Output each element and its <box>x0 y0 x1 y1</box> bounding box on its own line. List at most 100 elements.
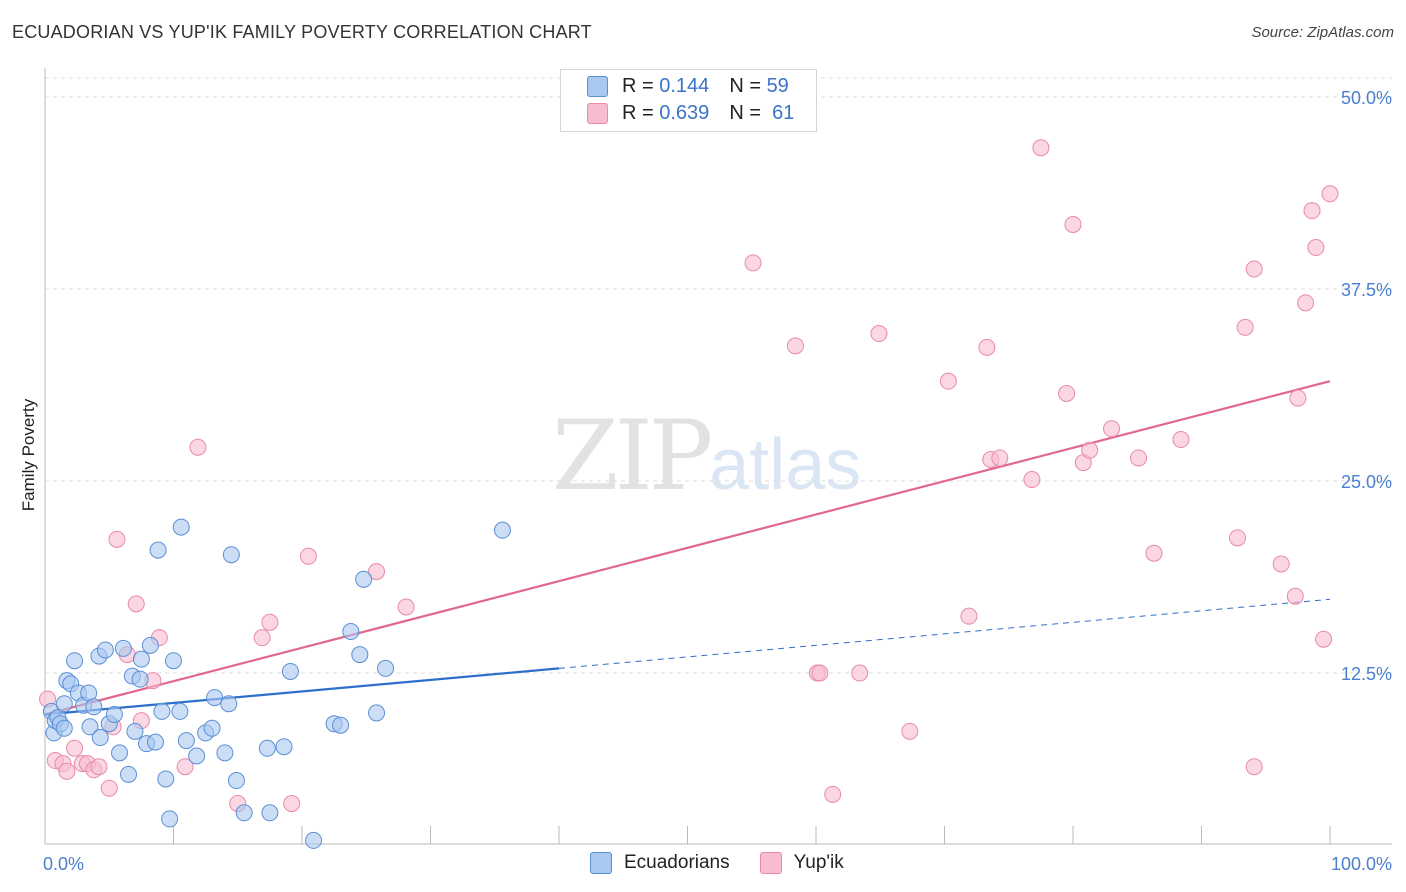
point-yupik <box>176 758 194 776</box>
y-tick-label: 12.5% <box>1341 664 1392 684</box>
point-ecuadorian <box>203 719 221 737</box>
legend-row-ecuadorians: R = 0.144 N = 59 <box>587 75 789 97</box>
point-yupik <box>1130 449 1148 467</box>
point-ecuadorian <box>55 695 73 713</box>
legend-swatch-ecuadorians <box>587 75 608 97</box>
tick-labels: 12.5% 25.0% 37.5% 50.0% 0.0% 100.0% <box>43 88 1392 874</box>
point-ecuadorian <box>368 704 386 722</box>
point-yupik <box>253 629 271 647</box>
point-yupik <box>1058 384 1076 402</box>
point-yupik <box>901 722 919 740</box>
point-yupik <box>786 337 804 355</box>
point-ecuadorian <box>177 732 195 750</box>
point-yupik <box>991 449 1009 467</box>
point-ecuadorian <box>261 804 279 822</box>
legend-r-label: R = <box>622 101 654 124</box>
point-ecuadorian <box>147 733 165 751</box>
point-yupik <box>1023 470 1041 488</box>
point-yupik <box>1245 260 1263 278</box>
x-tick-label: 100.0% <box>1331 854 1392 874</box>
point-ecuadorian <box>206 689 224 707</box>
point-yupik <box>1236 318 1254 336</box>
point-ecuadorian <box>141 636 159 654</box>
legend-r-value: 0.639 <box>659 101 710 124</box>
point-yupik <box>58 762 76 780</box>
point-yupik <box>1245 758 1263 776</box>
data-points <box>39 139 1339 849</box>
legend-swatch-ecuadorians <box>590 852 612 874</box>
legend-r-label: R = <box>622 74 654 97</box>
point-ecuadorian <box>216 744 234 762</box>
point-yupik <box>66 739 84 757</box>
watermark: ZIPatlas <box>552 400 861 512</box>
point-yupik <box>1272 555 1290 573</box>
point-ecuadorian <box>149 541 167 559</box>
point-yupik <box>851 664 869 682</box>
trend-lines <box>44 380 1331 716</box>
chart-title: ECUADORIAN VS YUP'IK FAMILY POVERTY CORR… <box>12 22 592 42</box>
point-ecuadorian <box>165 652 182 670</box>
legend-label-ecuadorians: Ecuadorians <box>624 852 730 873</box>
point-yupik <box>283 795 301 813</box>
point-ecuadorian <box>91 729 109 747</box>
point-yupik <box>1303 202 1321 220</box>
trend-line-ecuadorians-extension <box>558 598 1331 669</box>
point-yupik <box>1289 389 1307 407</box>
legend-item-yupik: Yup'ik <box>759 852 844 874</box>
point-yupik <box>108 530 126 548</box>
point-yupik <box>1172 431 1190 449</box>
point-ecuadorian <box>111 744 129 762</box>
point-yupik <box>261 613 279 631</box>
point-ecuadorian <box>81 718 99 736</box>
point-ecuadorian <box>171 702 189 720</box>
point-ecuadorian <box>220 695 238 713</box>
point-ecuadorian <box>227 772 245 790</box>
legend-n-label: N = <box>729 74 761 97</box>
point-yupik <box>127 595 145 613</box>
point-ecuadorian <box>222 546 240 564</box>
point-ecuadorian <box>493 521 511 539</box>
trend-line-yupik <box>44 380 1331 716</box>
watermark-zip: ZIP <box>552 400 713 512</box>
legend-label-yupik: Yup'ik <box>793 852 844 873</box>
point-yupik <box>811 664 829 682</box>
point-ecuadorian <box>105 705 123 723</box>
point-yupik <box>1145 544 1163 562</box>
point-yupik <box>1103 420 1121 438</box>
legend-n-label: N = <box>729 101 761 124</box>
legend-n-value: 59 <box>766 74 789 97</box>
legend-swatch-yupik <box>587 102 608 124</box>
point-ecuadorian <box>188 747 206 765</box>
legend-n-value: 61 <box>772 101 795 124</box>
point-ecuadorian <box>131 670 149 688</box>
point-yupik <box>824 785 842 803</box>
point-ecuadorian <box>114 639 132 657</box>
point-ecuadorian <box>305 831 323 849</box>
point-yupik <box>189 438 207 456</box>
y-axis-label: Family Poverty <box>19 398 38 511</box>
point-yupik <box>1321 185 1339 203</box>
point-ecuadorian <box>258 739 276 757</box>
legend-row-yupik: R = 0.639 N = 61 <box>587 102 794 124</box>
point-ecuadorian <box>157 770 175 788</box>
correlation-legend: R = 0.144 N = 59 R = 0.639 N = 61 <box>560 69 817 132</box>
point-yupik <box>1315 630 1333 648</box>
point-yupik <box>299 547 317 565</box>
x-tick-label: 0.0% <box>43 854 84 874</box>
point-ecuadorian <box>377 659 395 677</box>
point-yupik <box>100 779 118 797</box>
legend-r-value: 0.144 <box>659 74 710 97</box>
point-yupik <box>1307 239 1325 257</box>
point-ecuadorian <box>355 570 373 588</box>
point-ecuadorian <box>66 652 84 670</box>
y-tick-label: 50.0% <box>1341 88 1392 108</box>
point-yupik <box>90 758 108 776</box>
y-tick-label: 25.0% <box>1341 472 1392 492</box>
y-tick-label: 37.5% <box>1341 280 1392 300</box>
point-ecuadorian <box>332 716 350 734</box>
point-ecuadorian <box>275 738 293 756</box>
trend-line-ecuadorians <box>44 667 560 716</box>
point-ecuadorian <box>85 698 103 716</box>
point-yupik <box>368 563 386 581</box>
